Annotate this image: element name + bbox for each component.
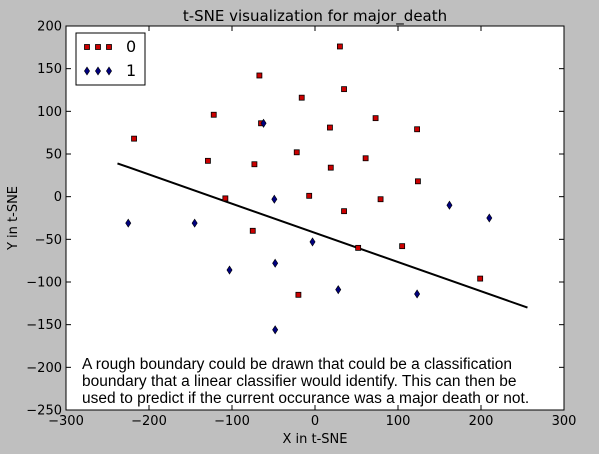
data-point-class-0 <box>477 275 484 282</box>
y-tick-label: −50 <box>35 233 62 248</box>
y-tick-label: −200 <box>26 361 62 376</box>
plot-area <box>66 26 564 410</box>
x-tick-label: 300 <box>552 414 577 429</box>
data-point-class-0 <box>399 243 406 250</box>
chart-title: t-SNE visualization for major_death <box>183 7 447 26</box>
data-point-class-1 <box>486 213 493 223</box>
data-point-class-0 <box>414 126 420 133</box>
annotation-line-1: A rough boundary could be drawn that cou… <box>82 356 512 373</box>
data-marks <box>117 43 528 335</box>
data-point-class-0 <box>306 192 313 199</box>
legend-marker <box>106 44 112 50</box>
data-point-class-0 <box>362 155 369 162</box>
data-point-class-0 <box>341 86 347 93</box>
data-point-class-1 <box>414 289 421 299</box>
legend-marker-class-0 <box>84 44 112 50</box>
annotation-line-3: used to predict if the current occurance… <box>82 390 529 407</box>
data-point-class-1 <box>272 258 279 268</box>
y-tick-label: 0 <box>54 190 62 205</box>
y-tick-label: 50 <box>45 148 62 163</box>
legend: 0 1 <box>75 32 146 86</box>
data-point-class-1 <box>272 325 279 335</box>
x-tick-label: 0 <box>311 414 319 429</box>
data-point-class-0 <box>295 291 302 298</box>
data-point-class-0 <box>256 72 263 79</box>
data-point-class-0 <box>131 135 137 142</box>
data-point-class-0 <box>293 149 300 156</box>
boundary-line <box>117 162 528 309</box>
data-point-class-1 <box>335 285 342 295</box>
y-tick-label: −150 <box>26 318 62 333</box>
legend-label-0: 0 <box>126 37 136 56</box>
data-point-class-1 <box>309 237 316 247</box>
data-point-class-0 <box>372 115 379 122</box>
data-point-class-0 <box>327 164 334 171</box>
data-point-class-0 <box>377 196 384 203</box>
data-point-class-0 <box>298 94 305 101</box>
y-axis-label: Y in t-SNE <box>6 186 21 251</box>
legend-marker-class-1 <box>84 66 112 76</box>
data-point-class-0 <box>336 43 343 50</box>
y-tick-label: −250 <box>26 404 62 419</box>
annotation: A rough boundary could be drawn that cou… <box>82 356 529 407</box>
data-point-class-0 <box>415 178 421 185</box>
plot-frame <box>65 25 565 411</box>
data-point-class-0 <box>222 195 229 202</box>
x-tick-label: −100 <box>214 414 250 429</box>
x-tick-label: −300 <box>48 414 84 429</box>
legend-marker <box>106 66 112 76</box>
legend-marker <box>95 66 101 76</box>
y-tick-label: 200 <box>37 20 62 35</box>
legend-marker <box>84 66 90 76</box>
data-point-class-0 <box>355 244 362 251</box>
y-tick-label: 150 <box>37 62 62 77</box>
data-point-class-0 <box>205 157 211 164</box>
axis-ticks: −300 −200 −100 0 100 200 300−250−200−150−100−5… <box>26 20 576 430</box>
data-point-class-1 <box>260 118 267 128</box>
data-point-class-0 <box>210 111 217 118</box>
x-tick-label: 100 <box>386 414 411 429</box>
legend-label-1: 1 <box>126 61 136 80</box>
data-point-class-1 <box>226 265 233 275</box>
legend-marker <box>84 44 90 50</box>
data-point-class-0 <box>327 124 333 131</box>
data-point-class-1 <box>125 218 132 228</box>
annotation-line-2: boundary that a linear classifier would … <box>82 373 517 390</box>
data-point-class-1 <box>446 200 453 210</box>
data-point-class-1 <box>271 194 278 204</box>
data-point-class-0 <box>249 227 256 234</box>
y-tick-label: 100 <box>37 105 62 120</box>
x-axis-label: X in t-SNE <box>283 432 348 447</box>
data-point-class-0 <box>251 161 258 168</box>
x-tick-label: −200 <box>131 414 167 429</box>
x-tick-label: 200 <box>469 414 494 429</box>
legend-marker <box>95 44 101 50</box>
data-point-class-0 <box>341 208 347 215</box>
legend-box <box>75 32 146 86</box>
data-point-class-1 <box>191 218 198 228</box>
y-tick-label: −100 <box>26 276 62 291</box>
